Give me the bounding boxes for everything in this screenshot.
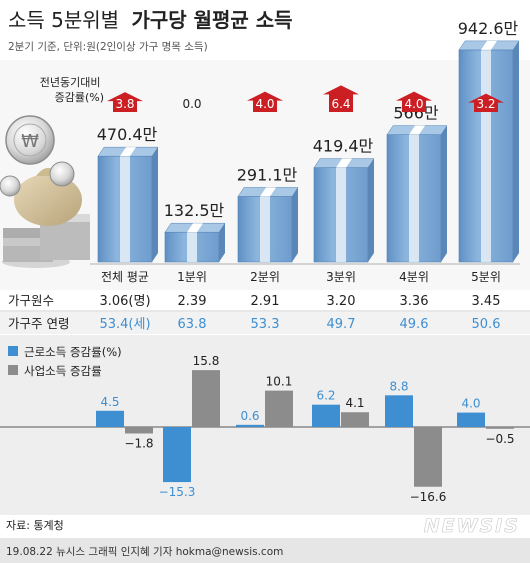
labor-change-label: −15.3: [159, 485, 196, 499]
income-value-label: 419.4만: [313, 137, 374, 156]
business-change-bar-4: [414, 427, 442, 487]
business-change-label: 15.8: [193, 354, 220, 368]
income-bar-ribbon-2: [260, 196, 270, 262]
business-change-label: 10.1: [266, 375, 293, 389]
householder-age-label: 가구주 연령: [8, 316, 69, 331]
labor-change-label: 6.2: [316, 389, 335, 403]
category-label: 4분위: [399, 270, 429, 284]
change-arrow-3: [323, 85, 359, 112]
business-change-bar-5: [486, 427, 514, 429]
change-rate-label: 6.4: [331, 97, 350, 111]
change-rate-caption-line2: 증감률(%): [55, 91, 104, 104]
householder-age-value: 63.8: [178, 317, 207, 332]
title-bold: 가구당 월평균 소득: [131, 8, 292, 32]
title-light: 소득 5분위별: [8, 8, 119, 32]
income-bar-side-4: [441, 125, 447, 263]
income-bar-bow-1: [187, 223, 203, 233]
change-arrow-4: [396, 91, 432, 112]
change-rate-label: 3.2: [476, 97, 495, 111]
household-row-bg: [0, 290, 530, 310]
income-bar-bow-4: [409, 125, 425, 135]
householder-age-value: 49.7: [327, 317, 356, 332]
labor-change-label: 8.8: [389, 379, 408, 393]
household-size-label: 가구원수: [8, 293, 54, 308]
income-value-label: 470.4만: [97, 125, 158, 144]
labor-change-bar-3: [312, 404, 340, 427]
income-value-label: 132.5만: [164, 201, 225, 220]
source: 자료: 통계청: [6, 519, 64, 532]
income-bar-side-2: [292, 187, 298, 262]
income-bar-ribbon-1: [187, 232, 197, 262]
labor-change-bar-5: [457, 412, 485, 427]
business-change-label: −0.5: [485, 432, 514, 446]
legend-swatch-business: [8, 365, 18, 375]
labor-change-label: 4.5: [100, 395, 119, 409]
income-bar-side-0: [152, 147, 158, 262]
income-value-label: 291.1만: [237, 166, 298, 185]
income-bar-side-1: [219, 223, 225, 262]
income-bar-ribbon-5: [481, 49, 491, 262]
business-change-label: −16.6: [410, 490, 447, 504]
labor-change-label: 4.0: [461, 397, 480, 411]
labor-change-bar-2: [236, 424, 264, 427]
age-row-bg: [0, 312, 530, 334]
category-label: 2분위: [250, 270, 280, 284]
brand-logo: NEWSIS: [424, 515, 520, 537]
household-size-value: 2.39: [178, 294, 207, 309]
category-label: 1분위: [177, 270, 207, 284]
subtitle: 2분기 기준, 단위:원(2인이상 가구 명목 소득): [8, 40, 208, 53]
page-title: 소득 5분위별 가구당 월평균 소득: [8, 8, 293, 32]
change-rate-label: 4.0: [404, 97, 423, 111]
household-size-value: 3.36: [400, 294, 429, 309]
household-size-value: 2.91: [251, 294, 280, 309]
labor-change-bar-1: [163, 427, 191, 483]
coins-and-money-bag-illustration: ₩: [0, 115, 90, 268]
income-bar-ribbon-0: [120, 156, 130, 262]
householder-age-value: 50.6: [472, 317, 501, 332]
household-size-value: 3.45: [472, 294, 501, 309]
category-label: 3분위: [326, 270, 356, 284]
change-rate-label: 4.0: [255, 97, 274, 111]
household-size-value: 3.20: [327, 294, 356, 309]
income-bar-side-5: [513, 40, 519, 262]
credit: 19.08.22 뉴시스 그래픽 인지혜 기자 hokma@newsis.com: [6, 546, 283, 558]
change-rate-caption: 전년동기대비 증감률(%): [40, 76, 104, 104]
business-change-bar-0: [125, 427, 153, 434]
legend-label-business: 사업소득 증감률: [24, 364, 102, 378]
legend-swatch-labor: [8, 346, 18, 356]
business-change-label: 4.1: [345, 396, 364, 410]
householder-age-value: 53.4(세): [99, 317, 150, 332]
change-rate-label: 3.8: [115, 97, 134, 111]
business-change-bar-1: [192, 370, 220, 427]
income-bar-bow-0: [120, 147, 136, 157]
business-change-label: −1.8: [124, 436, 153, 450]
change-rate-caption-line1: 전년동기대비: [40, 76, 101, 89]
change-arrow-2: [247, 91, 283, 112]
category-label: 전체 평균: [101, 270, 149, 284]
credit-band: [0, 538, 530, 563]
svg-text:₩: ₩: [21, 131, 39, 152]
labor-change-label: 0.6: [240, 409, 259, 423]
income-bar-bow-5: [481, 40, 497, 50]
labor-change-bar-4: [385, 395, 413, 427]
income-bar-side-3: [368, 158, 374, 262]
business-change-bar-3: [341, 412, 369, 427]
legend-label-labor: 근로소득 증감률(%): [24, 345, 122, 359]
change-rate-label: 0.0: [182, 97, 201, 111]
income-bar-ribbon-3: [336, 167, 346, 262]
category-label: 5분위: [471, 270, 501, 284]
income-value-label: 942.6만: [458, 19, 519, 38]
householder-age-value: 53.3: [251, 317, 280, 332]
change-arrow-5: [468, 93, 504, 112]
labor-change-bar-0: [96, 410, 124, 427]
householder-age-value: 49.6: [400, 317, 429, 332]
income-bar-bow-2: [260, 187, 276, 197]
business-change-bar-2: [265, 390, 293, 427]
household-size-value: 3.06(명): [99, 294, 150, 309]
change-arrow-0: [107, 92, 143, 112]
income-bar-ribbon-4: [409, 134, 419, 262]
income-bar-bow-3: [336, 158, 352, 168]
